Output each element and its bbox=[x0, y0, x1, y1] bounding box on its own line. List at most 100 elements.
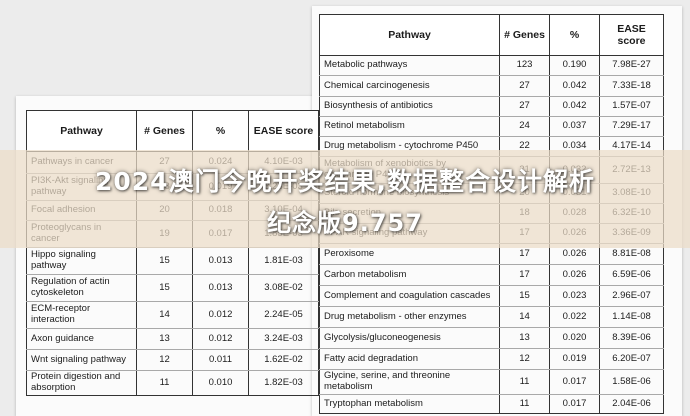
table-row: Regulation of actin cytoskeleton 15 0.013 3… bbox=[26, 274, 319, 302]
pathway-cell: Hippo signaling pathway bbox=[26, 247, 137, 275]
ease-score-cell: 3.24E-03 bbox=[248, 328, 319, 350]
percent-cell: 0.017 bbox=[549, 369, 600, 395]
gene-count-cell: 12 bbox=[499, 348, 550, 370]
gene-count-cell: 12 bbox=[136, 349, 193, 371]
percent-cell: 0.017 bbox=[549, 394, 600, 414]
pathway-cell: Biosynthesis of antibiotics bbox=[319, 96, 500, 117]
pathway-cell: Drug metabolism - other enzymes bbox=[319, 306, 500, 328]
table-row: Biosynthesis of antibiotics 27 0.042 1.57E-… bbox=[319, 96, 664, 117]
ease-score-cell: 1.81E-03 bbox=[248, 247, 319, 275]
ease-score-cell: 3.08E-02 bbox=[248, 274, 319, 302]
table-row: Carbon metabolism 17 0.026 6.59E-06 bbox=[319, 264, 664, 286]
table-row: Metabolic pathways 123 0.190 7.98E-27 bbox=[319, 55, 664, 76]
gene-count-cell: 123 bbox=[499, 55, 550, 76]
gene-count-cell: 24 bbox=[499, 116, 550, 137]
percent-cell: 0.022 bbox=[549, 306, 600, 328]
table-row: Chemical carcinogenesis 27 0.042 7.33E-18 bbox=[319, 75, 664, 97]
percent-cell: 0.042 bbox=[549, 75, 600, 97]
ease-score-cell: 7.33E-18 bbox=[599, 75, 664, 97]
ease-score-cell: 2.24E-05 bbox=[248, 301, 319, 329]
pathway-cell: Wnt signaling pathway bbox=[26, 349, 137, 371]
table-header-row: Pathway # Genes % EASE score bbox=[319, 14, 664, 56]
pathway-cell: Carbon metabolism bbox=[319, 264, 500, 286]
table-row: ECM-receptor interaction 14 0.012 2.24E-05 bbox=[26, 301, 319, 329]
gene-count-cell: 14 bbox=[499, 306, 550, 328]
ease-score-cell: 1.58E-06 bbox=[599, 369, 664, 395]
percent-cell: 0.012 bbox=[192, 301, 249, 329]
gene-count-cell: 15 bbox=[136, 247, 193, 275]
gene-count-cell: 13 bbox=[499, 327, 550, 349]
gene-count-cell: 15 bbox=[136, 274, 193, 302]
header-pathway: Pathway bbox=[26, 110, 137, 152]
percent-cell: 0.037 bbox=[549, 116, 600, 137]
pathway-cell: Fatty acid degradation bbox=[319, 348, 500, 370]
gene-count-cell: 27 bbox=[499, 75, 550, 97]
gene-count-cell: 27 bbox=[499, 96, 550, 117]
table-row: Glycine, serine, and threonine metabolis… bbox=[319, 369, 664, 395]
percent-cell: 0.020 bbox=[549, 327, 600, 349]
ease-score-cell: 8.39E-06 bbox=[599, 327, 664, 349]
pathway-cell: Chemical carcinogenesis bbox=[319, 75, 500, 97]
watermark-overlay-band bbox=[0, 150, 690, 248]
header-genes: # Genes bbox=[136, 110, 193, 152]
header-ease-score: EASE score bbox=[599, 14, 664, 56]
pathway-cell: Axon guidance bbox=[26, 328, 137, 350]
percent-cell: 0.013 bbox=[192, 247, 249, 275]
ease-score-cell: 2.04E-06 bbox=[599, 394, 664, 414]
ease-score-cell: 1.14E-08 bbox=[599, 306, 664, 328]
gene-count-cell: 15 bbox=[499, 285, 550, 307]
ease-score-cell: 6.20E-07 bbox=[599, 348, 664, 370]
ease-score-cell: 1.57E-07 bbox=[599, 96, 664, 117]
table-row: Protein digestion and absorption 11 0.010 1… bbox=[26, 370, 319, 396]
pathway-cell: Regulation of actin cytoskeleton bbox=[26, 274, 137, 302]
watermark-title: 2024澳门今晚开奖结果,数据整合设计解析 bbox=[94, 167, 596, 196]
gene-count-cell: 14 bbox=[136, 301, 193, 329]
gene-count-cell: 11 bbox=[499, 369, 550, 395]
header-percent: % bbox=[192, 110, 249, 152]
percent-cell: 0.190 bbox=[549, 55, 600, 76]
percent-cell: 0.019 bbox=[549, 348, 600, 370]
header-ease-score: EASE score bbox=[248, 110, 319, 152]
header-genes: # Genes bbox=[499, 14, 550, 56]
table-header-row: Pathway # Genes % EASE score bbox=[26, 110, 319, 152]
pathway-cell: Protein digestion and absorption bbox=[26, 370, 137, 396]
percent-cell: 0.010 bbox=[192, 370, 249, 396]
ease-score-cell: 1.62E-02 bbox=[248, 349, 319, 371]
percent-cell: 0.012 bbox=[192, 328, 249, 350]
percent-cell: 0.026 bbox=[549, 264, 600, 286]
pathway-cell: Glycolysis/gluconeogenesis bbox=[319, 327, 500, 349]
gene-count-cell: 13 bbox=[136, 328, 193, 350]
table-row: Axon guidance 13 0.012 3.24E-03 bbox=[26, 328, 319, 350]
pathway-cell: Metabolic pathways bbox=[319, 55, 500, 76]
gene-count-cell: 11 bbox=[136, 370, 193, 396]
gene-count-cell: 17 bbox=[499, 264, 550, 286]
header-pathway: Pathway bbox=[319, 14, 500, 56]
watermark-subtitle: 纪念版9.757 bbox=[267, 209, 423, 237]
percent-cell: 0.042 bbox=[549, 96, 600, 117]
ease-score-cell: 1.82E-03 bbox=[248, 370, 319, 396]
table-row: Hippo signaling pathway 15 0.013 1.81E-03 bbox=[26, 247, 319, 275]
pathway-cell: Complement and coagulation cascades bbox=[319, 285, 500, 307]
percent-cell: 0.013 bbox=[192, 274, 249, 302]
table-row: Peroxisome 17 0.026 8.81E-08 bbox=[319, 243, 664, 265]
pathway-cell: Retinol metabolism bbox=[319, 116, 500, 137]
ease-score-cell: 7.98E-27 bbox=[599, 55, 664, 76]
ease-score-cell: 7.29E-17 bbox=[599, 116, 664, 137]
table-row: Fatty acid degradation 12 0.019 6.20E-07 bbox=[319, 348, 664, 370]
pathway-cell: Tryptophan metabolism bbox=[319, 394, 500, 414]
percent-cell: 0.011 bbox=[192, 349, 249, 371]
table-row: Complement and coagulation cascades 15 0.0… bbox=[319, 285, 664, 307]
percent-cell: 0.023 bbox=[549, 285, 600, 307]
gene-count-cell: 11 bbox=[499, 394, 550, 414]
ease-score-cell: 8.81E-08 bbox=[599, 243, 664, 265]
table-row: Wnt signaling pathway 12 0.011 1.62E-02 bbox=[26, 349, 319, 371]
pathway-cell: Glycine, serine, and threonine metabolis… bbox=[319, 369, 500, 395]
table-row: Tryptophan metabolism 11 0.017 2.04E-06 bbox=[319, 394, 664, 414]
ease-score-cell: 6.59E-06 bbox=[599, 264, 664, 286]
header-percent: % bbox=[549, 14, 600, 56]
table-row: Retinol metabolism 24 0.037 7.29E-17 bbox=[319, 116, 664, 137]
table-row: Glycolysis/gluconeogenesis 13 0.020 8.39E-0… bbox=[319, 327, 664, 349]
ease-score-cell: 2.96E-07 bbox=[599, 285, 664, 307]
pathway-cell: ECM-receptor interaction bbox=[26, 301, 137, 329]
table-row: Drug metabolism - other enzymes 14 0.022 1.… bbox=[319, 306, 664, 328]
